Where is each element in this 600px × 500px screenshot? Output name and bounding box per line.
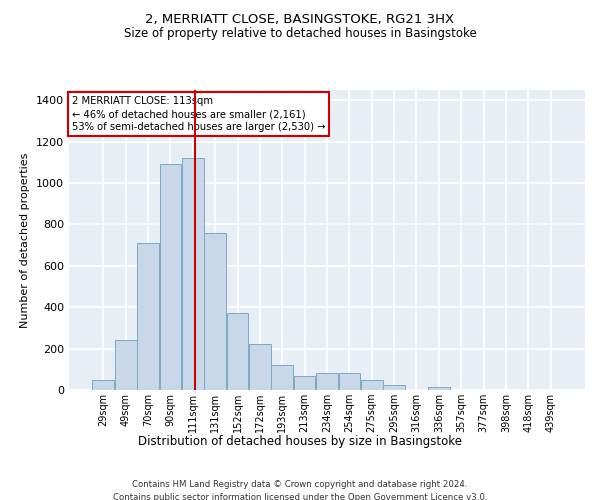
Bar — [428, 387, 449, 390]
Text: 2, MERRIATT CLOSE, BASINGSTOKE, RG21 3HX: 2, MERRIATT CLOSE, BASINGSTOKE, RG21 3HX — [145, 12, 455, 26]
Bar — [205, 233, 226, 390]
Y-axis label: Number of detached properties: Number of detached properties — [20, 152, 31, 328]
Bar — [338, 374, 360, 390]
Text: 2 MERRIATT CLOSE: 113sqm
← 46% of detached houses are smaller (2,161)
53% of sem: 2 MERRIATT CLOSE: 113sqm ← 46% of detach… — [71, 96, 325, 132]
Text: Distribution of detached houses by size in Basingstoke: Distribution of detached houses by size … — [138, 435, 462, 448]
Bar — [361, 380, 383, 390]
Bar — [227, 314, 248, 390]
Bar — [115, 340, 137, 390]
Text: Size of property relative to detached houses in Basingstoke: Size of property relative to detached ho… — [124, 28, 476, 40]
Bar — [92, 380, 114, 390]
Bar — [137, 243, 159, 390]
Bar — [249, 344, 271, 390]
Bar — [294, 376, 316, 390]
Bar — [383, 385, 405, 390]
Text: Contains HM Land Registry data © Crown copyright and database right 2024.
Contai: Contains HM Land Registry data © Crown c… — [113, 480, 487, 500]
Bar — [182, 158, 203, 390]
Bar — [316, 374, 338, 390]
Bar — [271, 365, 293, 390]
Bar — [160, 164, 181, 390]
